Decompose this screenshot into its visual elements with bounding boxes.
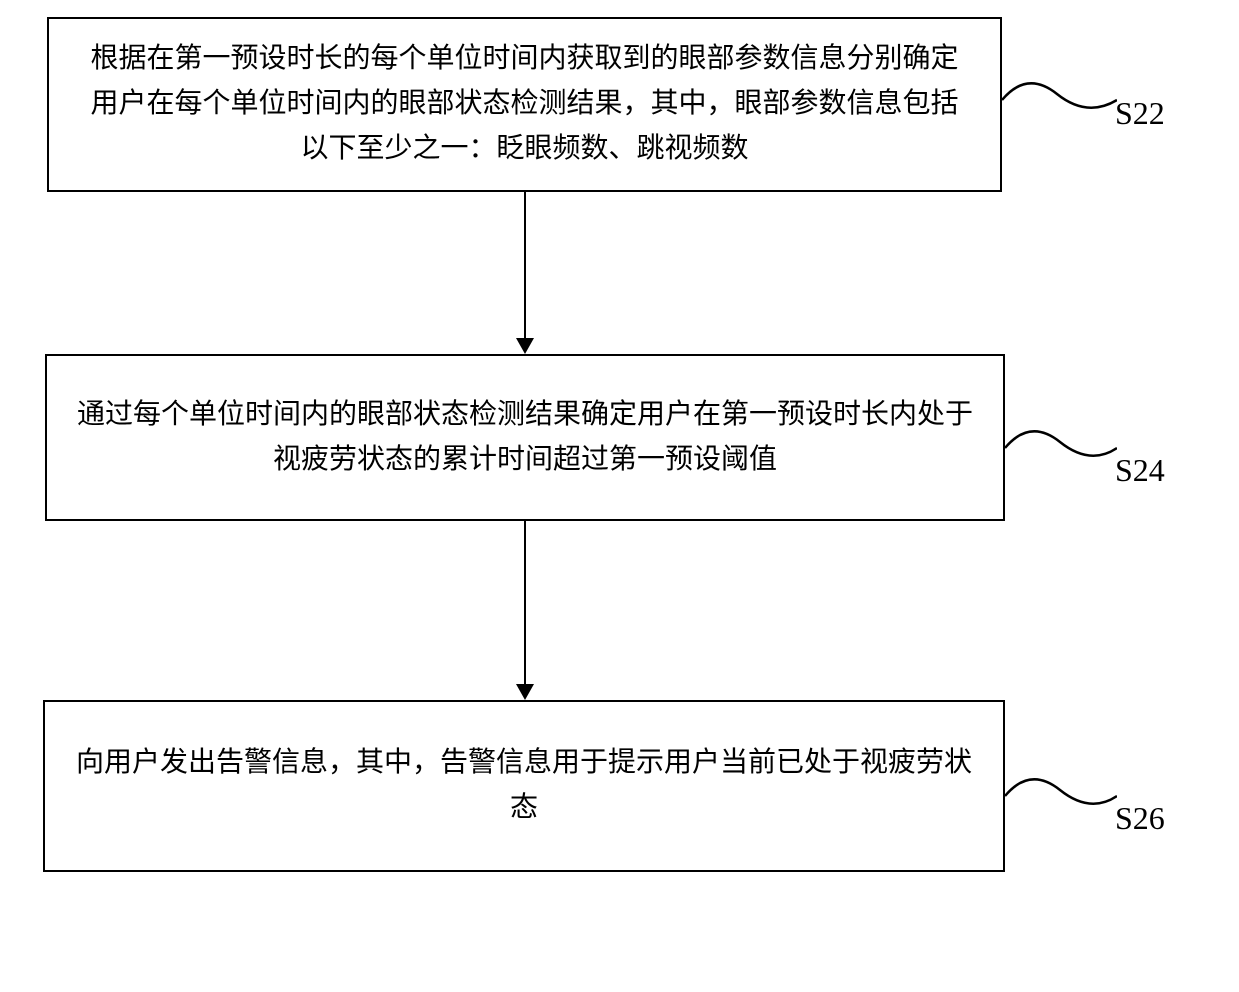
arrow-head-s24-s26	[516, 684, 534, 700]
step-label-s22: S22	[1115, 95, 1165, 132]
step-text-s22: 根据在第一预设时长的每个单位时间内获取到的眼部参数信息分别确定用户在每个单位时间…	[79, 37, 970, 171]
arrow-head-s22-s24	[516, 338, 534, 354]
arrow-s24-s26	[524, 521, 526, 684]
tilde-connector-s26	[1005, 768, 1117, 816]
step-label-s24: S24	[1115, 452, 1165, 489]
tilde-connector-s24	[1005, 420, 1117, 468]
tilde-connector-s22	[1002, 72, 1117, 120]
step-box-s24: 通过每个单位时间内的眼部状态检测结果确定用户在第一预设时长内处于视疲劳状态的累计…	[45, 354, 1005, 521]
step-text-s24: 通过每个单位时间内的眼部状态检测结果确定用户在第一预设时长内处于视疲劳状态的累计…	[77, 393, 973, 483]
flowchart-canvas: 根据在第一预设时长的每个单位时间内获取到的眼部参数信息分别确定用户在每个单位时间…	[0, 0, 1239, 992]
step-box-s22: 根据在第一预设时长的每个单位时间内获取到的眼部参数信息分别确定用户在每个单位时间…	[47, 17, 1002, 192]
step-box-s26: 向用户发出告警信息，其中，告警信息用于提示用户当前已处于视疲劳状态	[43, 700, 1005, 872]
step-text-s26: 向用户发出告警信息，其中，告警信息用于提示用户当前已处于视疲劳状态	[75, 741, 973, 831]
step-label-s26: S26	[1115, 800, 1165, 837]
arrow-s22-s24	[524, 192, 526, 338]
